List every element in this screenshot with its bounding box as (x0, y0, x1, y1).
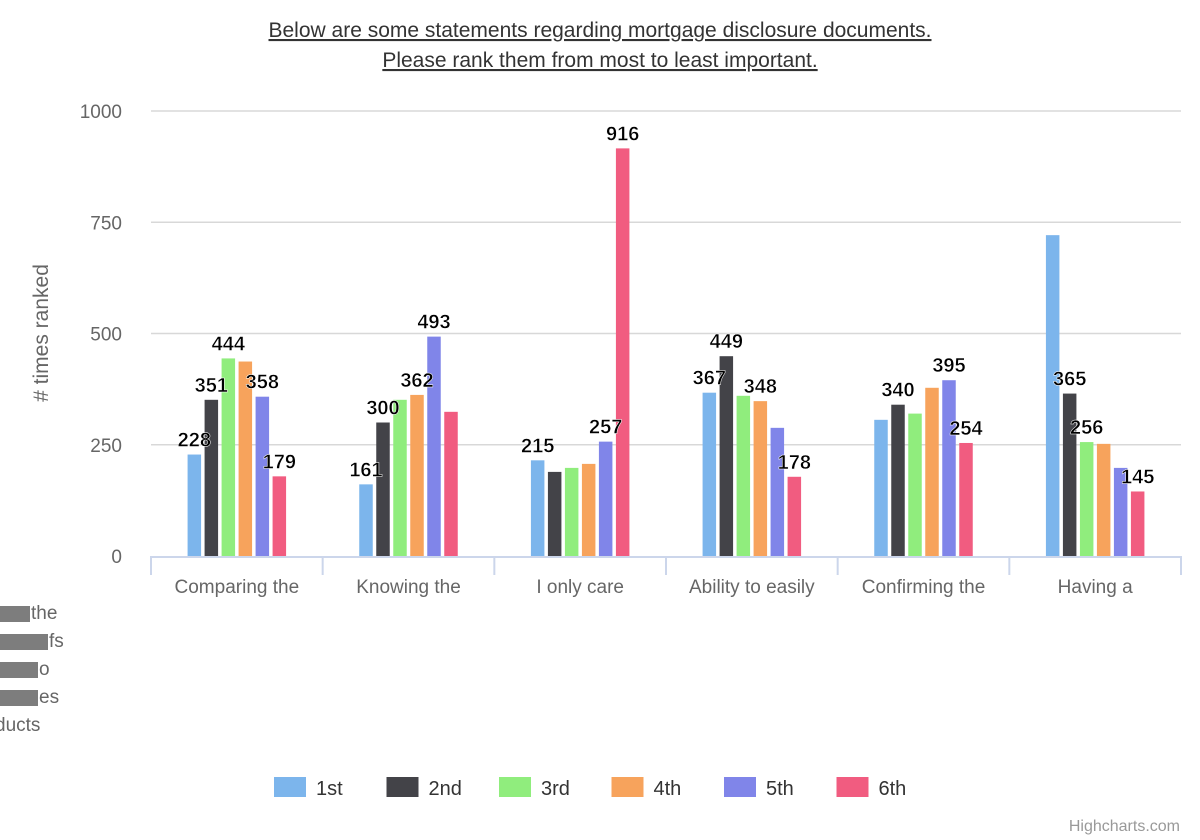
legend-item-4th[interactable]: 4th (654, 778, 682, 800)
data-label: 340 (881, 380, 914, 402)
data-label: 145 (1121, 466, 1154, 488)
legend-swatch-5th (724, 777, 756, 797)
data-label: 365 (1053, 369, 1086, 391)
data-label: 257 (589, 417, 622, 439)
chart-title-line: Please rank them from most to least impo… (382, 49, 817, 72)
y-tick-label: 0 (111, 547, 122, 568)
overflow-label-fragment: o (0, 659, 50, 681)
y-tick-label: 750 (90, 213, 122, 234)
data-label: 358 (246, 372, 279, 394)
data-label: 178 (778, 452, 811, 474)
bar-2nd-1 (376, 422, 390, 556)
bar-5th-3 (770, 427, 785, 556)
bar-1st-0 (187, 454, 202, 556)
y-axis-title: # times ranked (30, 264, 53, 402)
bar-3rd-1 (393, 399, 407, 556)
x-tick-label: Having a (1058, 577, 1133, 598)
bar-1st-2 (530, 460, 545, 556)
bar-4th-0 (238, 361, 253, 556)
bar-6th-4 (959, 442, 973, 556)
legend-item-6th[interactable]: 6th (879, 778, 907, 800)
data-label: 256 (1070, 417, 1103, 439)
bar-6th-3 (787, 476, 802, 556)
bar-4th-2 (581, 463, 596, 556)
x-tick-label: I only care (536, 577, 624, 598)
bar-4th-3 (753, 401, 768, 556)
data-label: 367 (693, 368, 726, 390)
overflow-label-fragment: the (0, 603, 57, 625)
bar-1st-3 (702, 392, 717, 556)
bar-5th-4 (942, 380, 956, 556)
bar-2nd-0 (204, 399, 219, 556)
bar-1st-1 (359, 484, 373, 556)
bar-3rd-0 (221, 358, 236, 556)
credits-link[interactable]: Highcharts.com (1069, 818, 1180, 835)
legend-swatch-3rd (499, 777, 531, 797)
bar-4th-4 (925, 387, 939, 556)
bar-6th-2 (615, 148, 630, 556)
data-label: 395 (932, 355, 965, 377)
legend-item-3rd[interactable]: 3rd (541, 778, 570, 800)
legend-swatch-2nd (386, 777, 419, 797)
bar-2nd-3 (719, 356, 734, 556)
overflow-label-fragment: ducts (0, 715, 41, 736)
data-label: 348 (744, 376, 777, 398)
x-tick-label: Confirming the (862, 577, 986, 598)
x-tick-label: Knowing the (356, 577, 461, 598)
bar-2nd-4 (891, 404, 905, 556)
bar-1st-5 (1045, 235, 1060, 556)
data-label: 362 (400, 370, 433, 392)
chart-title-line: Below are some statements regarding mort… (269, 19, 932, 42)
y-tick-label: 1000 (80, 102, 122, 123)
data-label: 215 (521, 435, 554, 457)
bar-2nd-2 (547, 471, 562, 556)
data-label: 444 (212, 333, 246, 355)
bar-5th-0 (255, 396, 270, 556)
data-label: 351 (195, 375, 228, 397)
data-label: 161 (349, 459, 382, 481)
data-label: 300 (366, 398, 399, 420)
legend-item-1st[interactable]: 1st (316, 778, 343, 800)
bar-3rd-4 (908, 413, 922, 556)
data-label: 228 (178, 430, 211, 452)
bar-5th-2 (598, 441, 613, 556)
data-label: 179 (263, 451, 296, 473)
legend-item-2nd[interactable]: 2nd (429, 778, 462, 800)
legend-swatch-1st (274, 777, 306, 797)
bar-6th-0 (272, 476, 287, 556)
overflow-label-fragment: fs (0, 631, 64, 653)
data-label: 493 (417, 312, 450, 334)
data-label: 916 (606, 123, 639, 145)
overflow-label-fragment: es (0, 687, 59, 709)
legend-swatch-4th (611, 777, 644, 797)
bar-1st-4 (874, 419, 888, 556)
legend-swatch-6th (836, 777, 869, 797)
bar-5th-5 (1113, 467, 1128, 556)
bar-4th-1 (410, 394, 424, 556)
data-label: 449 (710, 331, 743, 353)
bar-3rd-5 (1079, 442, 1094, 556)
x-tick-label: Comparing the (175, 577, 300, 598)
bar-6th-1 (444, 411, 458, 556)
bar-3rd-2 (564, 467, 579, 556)
y-tick-label: 500 (90, 325, 122, 346)
bar-3rd-3 (736, 395, 751, 556)
bar-4th-5 (1096, 443, 1111, 556)
bar-2nd-5 (1062, 393, 1077, 556)
legend-item-5th[interactable]: 5th (766, 778, 794, 800)
bar-6th-5 (1130, 491, 1145, 556)
bar-5th-1 (427, 336, 441, 556)
data-label: 254 (949, 418, 983, 440)
x-tick-label: Ability to easily (689, 577, 815, 598)
y-tick-label: 250 (90, 436, 122, 457)
